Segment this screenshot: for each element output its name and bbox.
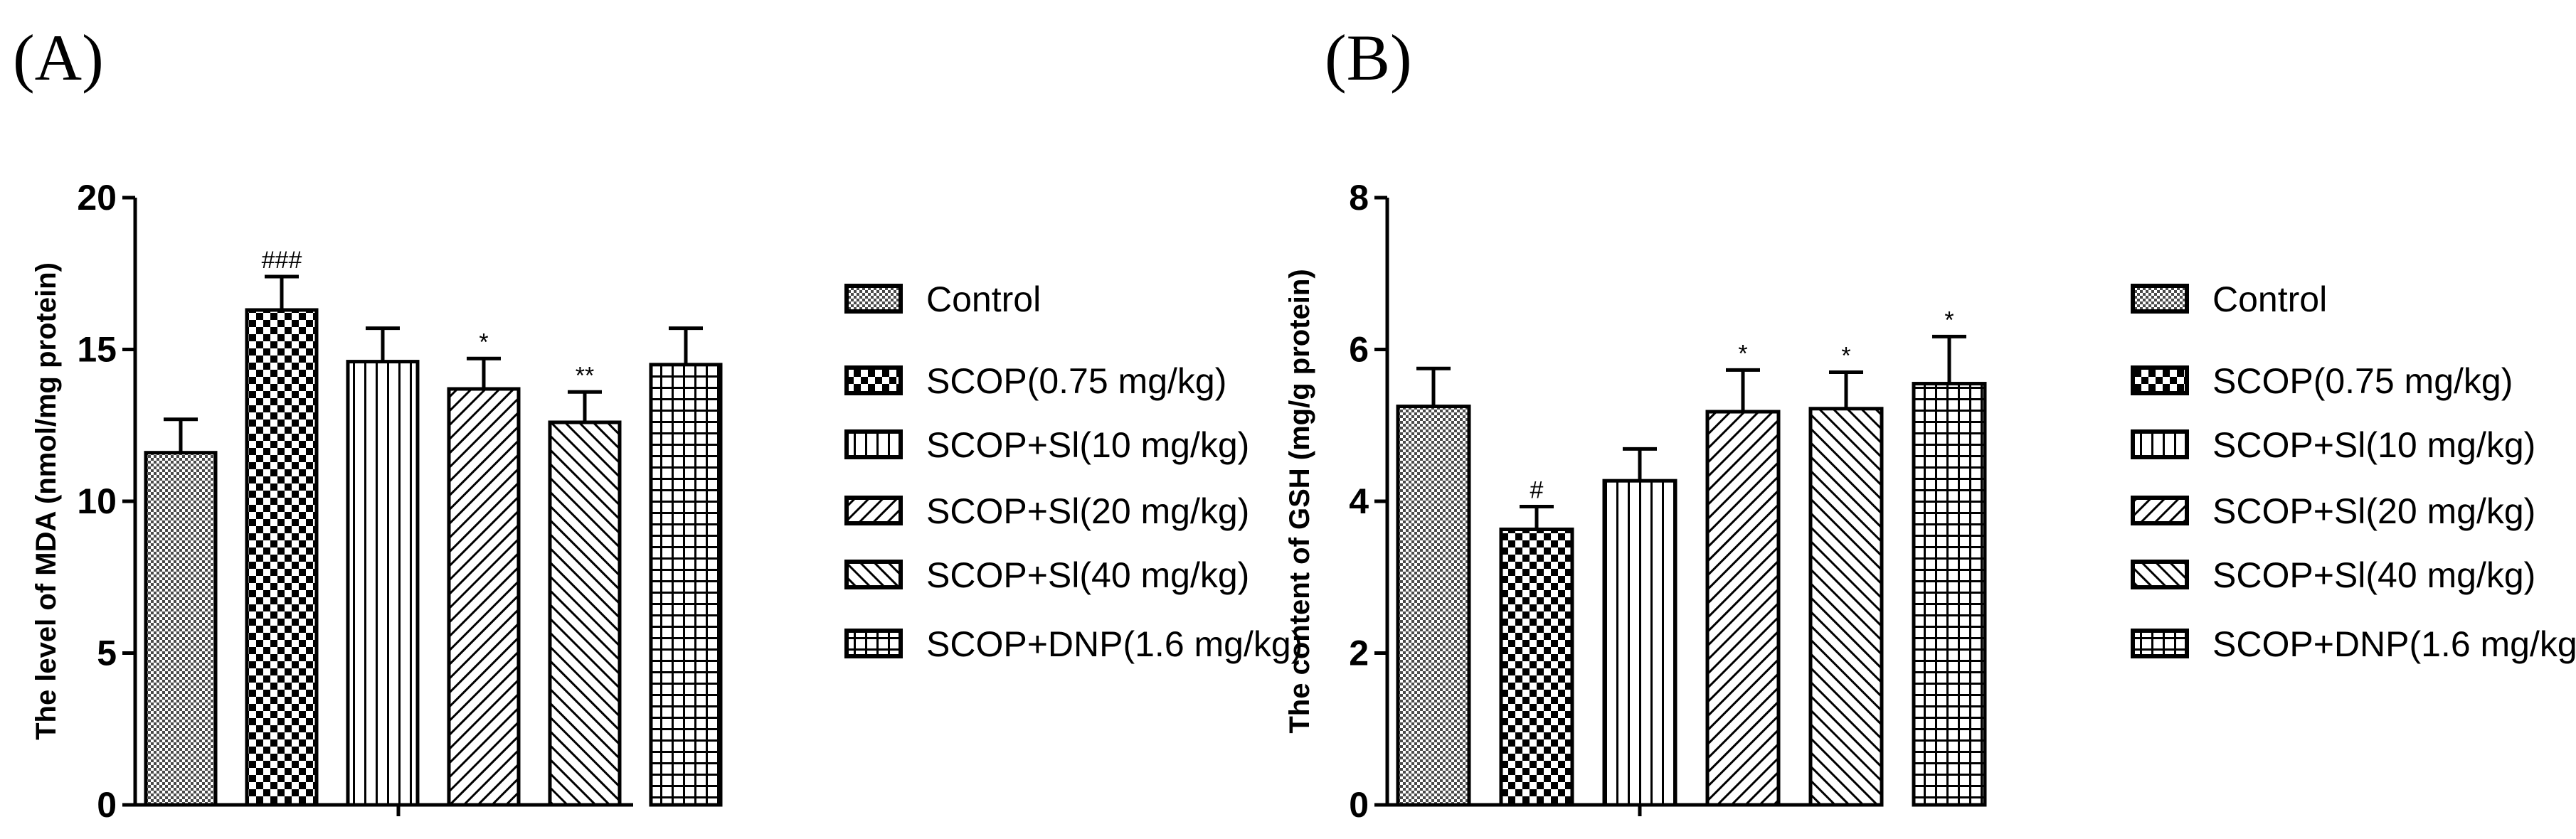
y-tick-label: 4	[1349, 481, 1369, 521]
legend-swatch	[2131, 496, 2189, 525]
legend-swatch	[844, 365, 903, 395]
legend-swatch	[844, 429, 903, 459]
legend-label: SCOP+Sl(20 mg/kg)	[2212, 491, 2535, 531]
legend-label: SCOP+Sl(20 mg/kg)	[926, 491, 1249, 531]
legend-swatch	[2131, 629, 2189, 658]
bar	[1602, 479, 1677, 807]
legend-swatch	[2131, 560, 2189, 589]
bar	[447, 387, 521, 807]
panel-b: (B) 0 2 4 6 8 The content of GSH (mg/g protein…	[1284, 21, 2576, 825]
legend-swatch	[2131, 429, 2189, 459]
bar	[144, 451, 218, 807]
legend-swatch	[2131, 365, 2189, 395]
significance-label: ###	[262, 247, 302, 274]
y-tick-label: 6	[1349, 330, 1369, 370]
significance-label: *	[479, 328, 488, 356]
significance-label: *	[1738, 340, 1747, 367]
legend-label: Control	[926, 279, 1041, 319]
bar	[548, 420, 622, 807]
bar	[1808, 407, 1884, 807]
bar	[1912, 382, 1987, 807]
legend-swatch	[844, 496, 903, 525]
legend-swatch	[2131, 284, 2189, 314]
legend-label: SCOP(0.75 mg/kg)	[2212, 361, 2513, 401]
bar	[245, 308, 319, 807]
legend-label: SCOP+DNP(1.6 mg/kg)	[926, 624, 1303, 664]
significance-label: *	[1841, 343, 1850, 370]
bar	[346, 360, 420, 807]
panel-label: (A)	[13, 21, 104, 94]
y-axis-title: The level of MDA (nmol/mg protein)	[31, 262, 62, 740]
legend-swatch	[844, 629, 903, 658]
legend-label: SCOP+DNP(1.6 mg/kg)	[2212, 624, 2576, 664]
legend-label: SCOP+Sl(10 mg/kg)	[926, 425, 1249, 465]
legend-label: SCOP+Sl(10 mg/kg)	[2212, 425, 2535, 465]
significance-label: #	[1530, 476, 1544, 503]
significance-label: *	[1944, 306, 1954, 333]
y-tick-label: 15	[77, 330, 117, 370]
y-tick-label: 0	[1349, 785, 1369, 825]
y-tick-label: 10	[77, 481, 117, 521]
y-tick-label: 2	[1349, 634, 1369, 673]
y-tick-label: 8	[1349, 178, 1369, 218]
legend-swatch	[844, 560, 903, 589]
bar	[1705, 410, 1781, 807]
legend-label: Control	[2212, 279, 2327, 319]
legend-label: SCOP+Sl(40 mg/kg)	[926, 555, 1249, 595]
panel-label: (B)	[1325, 21, 1412, 94]
bar	[1499, 527, 1574, 807]
y-tick-label: 5	[97, 634, 117, 673]
y-tick-label: 20	[77, 178, 117, 218]
bar	[649, 363, 723, 807]
panel-a: (A) 0 5 10 15 20 The level of MDA (nmol/mg pro…	[13, 21, 1303, 825]
y-tick-label: 0	[97, 785, 117, 825]
bar	[1396, 405, 1471, 807]
legend-label: SCOP+Sl(40 mg/kg)	[2212, 555, 2535, 595]
legend-swatch	[844, 284, 903, 314]
legend-label: SCOP(0.75 mg/kg)	[926, 361, 1226, 401]
y-axis-title: The content of GSH (mg/g protein)	[1284, 269, 1315, 733]
significance-label: **	[576, 362, 594, 389]
